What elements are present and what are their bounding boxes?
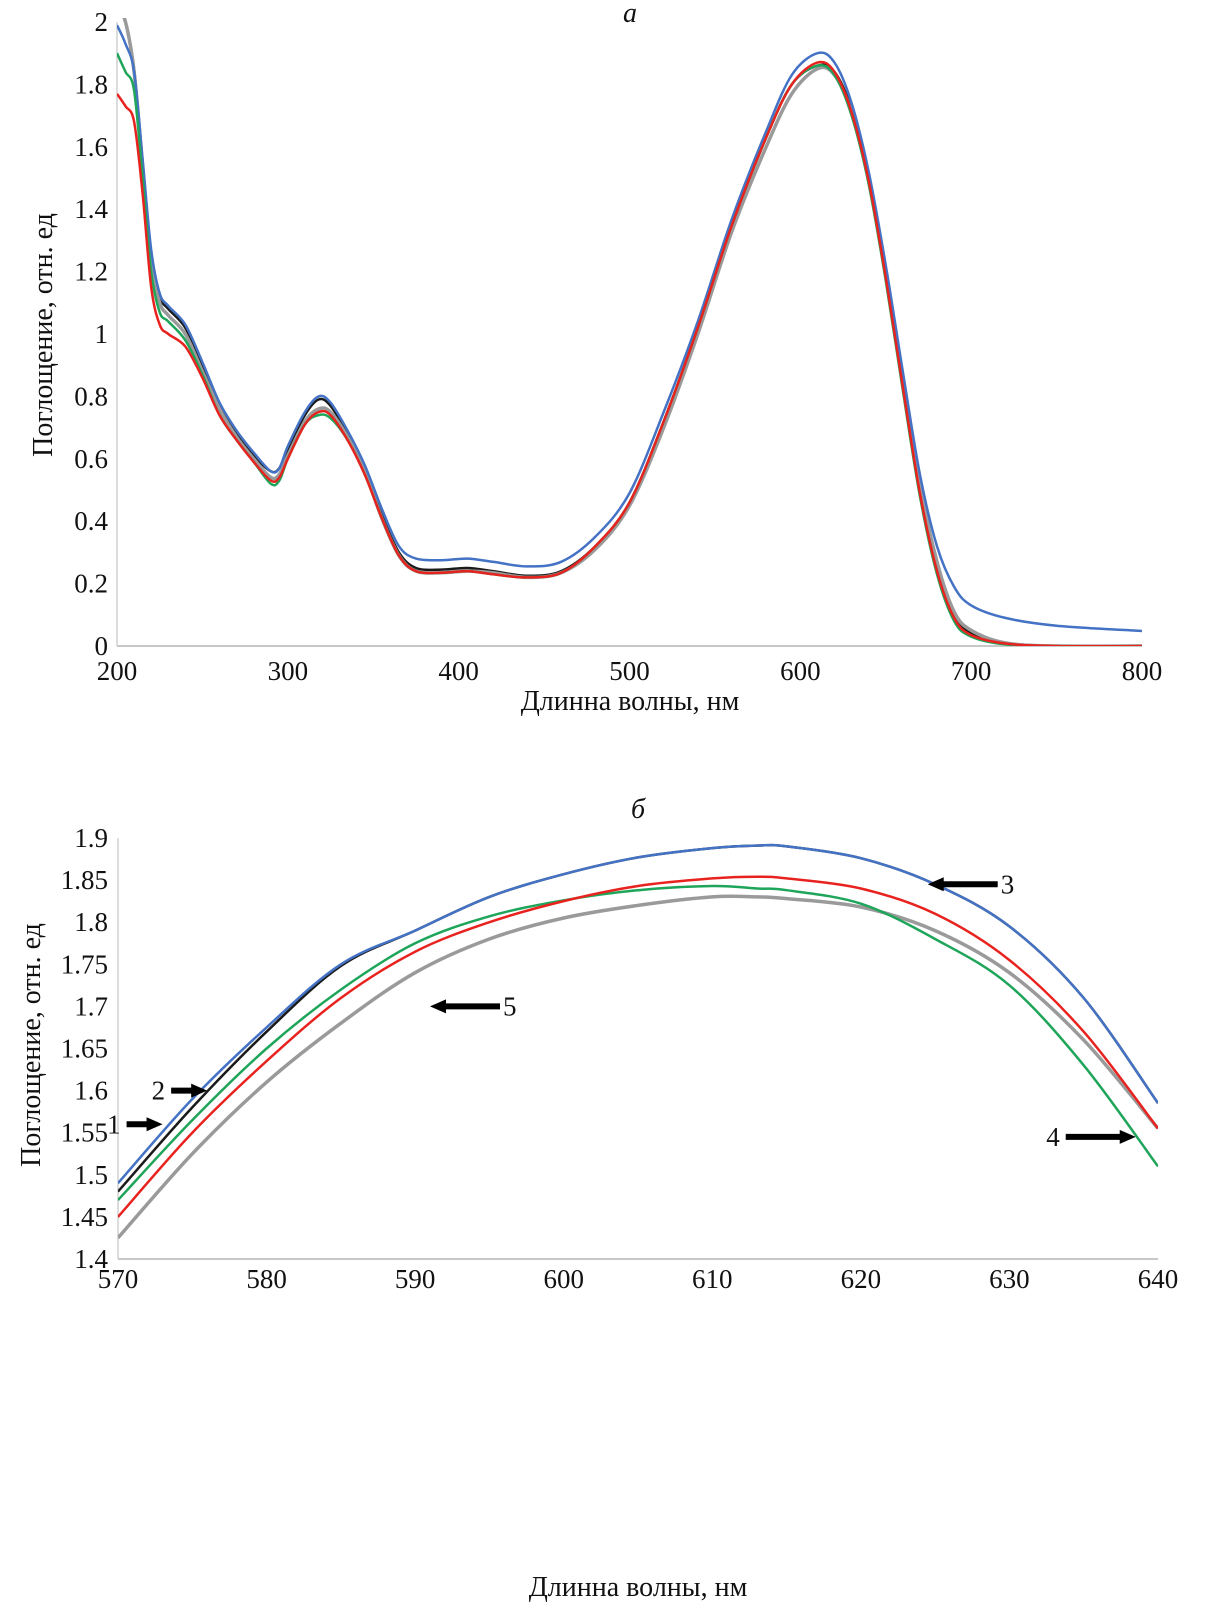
x-tick-label: 800: [1122, 656, 1163, 686]
y-tick-label: 1.6: [74, 132, 108, 162]
y-tick-label: 1.8: [74, 69, 108, 99]
y-tick-label: 0.4: [74, 506, 108, 536]
x-tick-label: 610: [692, 1264, 733, 1294]
y-tick-label: 1.8: [74, 907, 108, 937]
annotation-arrow: 2: [152, 1076, 208, 1106]
x-tick-label: 570: [98, 1264, 139, 1294]
chart-title: б: [631, 794, 646, 825]
y-tick-label: 1.55: [61, 1118, 108, 1148]
series-line-s3: [118, 875, 1158, 1218]
y-tick-label: 1.2: [74, 257, 108, 287]
y-tick-label: 1.9: [74, 823, 108, 853]
x-tick-label: 600: [543, 1264, 584, 1294]
x-axis-label: Длинна волны, нм: [521, 686, 740, 717]
series-line-s3: [117, 60, 1142, 646]
annotation-label: 4: [1046, 1122, 1060, 1152]
x-tick-label: 400: [438, 656, 479, 686]
y-tick-label: 1.65: [61, 1034, 108, 1064]
x-tick-label: 600: [780, 656, 821, 686]
x-tick-label: 200: [97, 656, 138, 686]
y-axis-label: Поглощение, отн. ед: [28, 213, 59, 457]
y-tick-label: 1.4: [74, 1244, 108, 1274]
y-tick-label: 1.6: [74, 1076, 108, 1106]
series-line-s4: [118, 884, 1158, 1201]
annotation-label: 1: [107, 1109, 121, 1139]
y-axis-label: Поглощение, отн. ед: [16, 923, 47, 1167]
y-tick-label: 1.7: [74, 991, 108, 1021]
x-axis-label: Длинна волны, нм: [529, 1572, 748, 1603]
y-tick-label: 1.85: [61, 865, 108, 895]
y-tick-label: 0.2: [74, 569, 108, 599]
y-tick-label: 2: [95, 7, 109, 37]
x-tick-label: 300: [268, 656, 309, 686]
y-tick-label: 1.45: [61, 1202, 108, 1232]
series-line-s5: [118, 894, 1158, 1240]
annotation-arrow: 5: [430, 991, 517, 1021]
annotation-arrow: 1: [107, 1109, 163, 1139]
annotation-arrow: 4: [1046, 1122, 1136, 1152]
x-tick-label: 620: [841, 1264, 882, 1294]
x-tick-label: 580: [246, 1264, 287, 1294]
series-line-s5: [122, 18, 1142, 646]
chart-b: б Длинна волны, нм Поглощение, отн. ед 5…: [16, 794, 1178, 1603]
series-line-s4: [117, 52, 1142, 646]
annotation-arrow: 3: [927, 869, 1015, 899]
x-tick-label: 700: [951, 656, 992, 686]
y-tick-label: 1.75: [61, 949, 108, 979]
series-line-s2: [117, 24, 1142, 633]
series-line-s2: [118, 843, 1158, 1185]
chart-a: а Длинна волны, нм Поглощение, отн. ед 2…: [28, 0, 1162, 717]
y-tick-label: 1: [95, 319, 109, 349]
series-line-s1: [122, 18, 1142, 646]
y-tick-label: 0.8: [74, 381, 108, 411]
annotation-label: 2: [152, 1076, 166, 1106]
x-tick-label: 640: [1138, 1264, 1179, 1294]
annotation-label: 5: [503, 991, 517, 1021]
y-tick-label: 1.5: [74, 1160, 108, 1190]
annotation-label: 3: [1001, 869, 1015, 899]
x-tick-label: 500: [609, 656, 650, 686]
y-tick-label: 0.6: [74, 444, 108, 474]
y-tick-label: 0: [95, 631, 109, 661]
x-tick-label: 590: [395, 1264, 436, 1294]
x-tick-label: 630: [989, 1264, 1030, 1294]
y-tick-label: 1.4: [74, 194, 108, 224]
chart-title: а: [623, 0, 637, 29]
